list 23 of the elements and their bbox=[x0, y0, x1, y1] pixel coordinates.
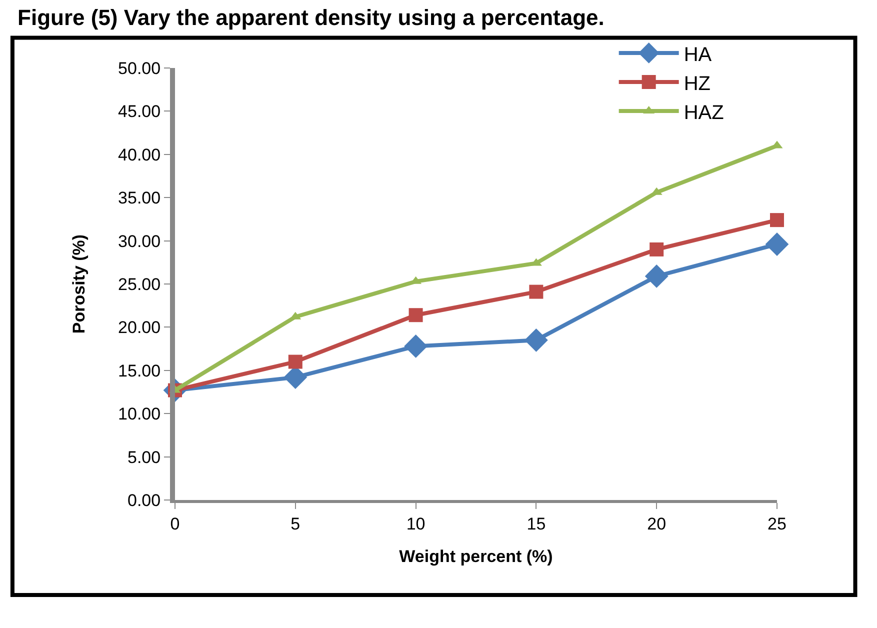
y-tick-label: 25.00 bbox=[118, 274, 161, 294]
y-tick-label: 0.00 bbox=[128, 490, 161, 510]
x-axis-title: Weight percent (%) bbox=[399, 546, 553, 566]
legend-label: HAZ bbox=[684, 102, 724, 124]
legend-label: HZ bbox=[684, 72, 711, 95]
y-tick-label: 35.00 bbox=[118, 188, 161, 208]
x-tick-label: 25 bbox=[768, 514, 786, 534]
x-tick-label: 15 bbox=[526, 514, 546, 534]
x-tick-label: 10 bbox=[406, 514, 426, 534]
legend-label: HA bbox=[684, 44, 712, 66]
x-tick-label: 20 bbox=[647, 514, 666, 534]
y-tick-label: 20.00 bbox=[118, 318, 161, 338]
y-tick-label: 15.00 bbox=[118, 361, 161, 380]
chart-title: Figure (5) Vary the apparent density using a percentage. bbox=[18, 4, 604, 30]
x-tick-label: 5 bbox=[290, 514, 300, 534]
x-tick-label: 0 bbox=[170, 514, 180, 534]
y-tick-label: 40.00 bbox=[118, 145, 161, 164]
y-tick-label: 10.00 bbox=[118, 404, 161, 424]
y-tick-label: 5.00 bbox=[128, 448, 161, 467]
y-tick-label: 50.00 bbox=[118, 58, 161, 78]
y-tick-label: 45.00 bbox=[118, 102, 161, 122]
y-tick-label: 30.00 bbox=[118, 232, 161, 251]
y-axis-title: Porosity (%) bbox=[70, 234, 89, 334]
